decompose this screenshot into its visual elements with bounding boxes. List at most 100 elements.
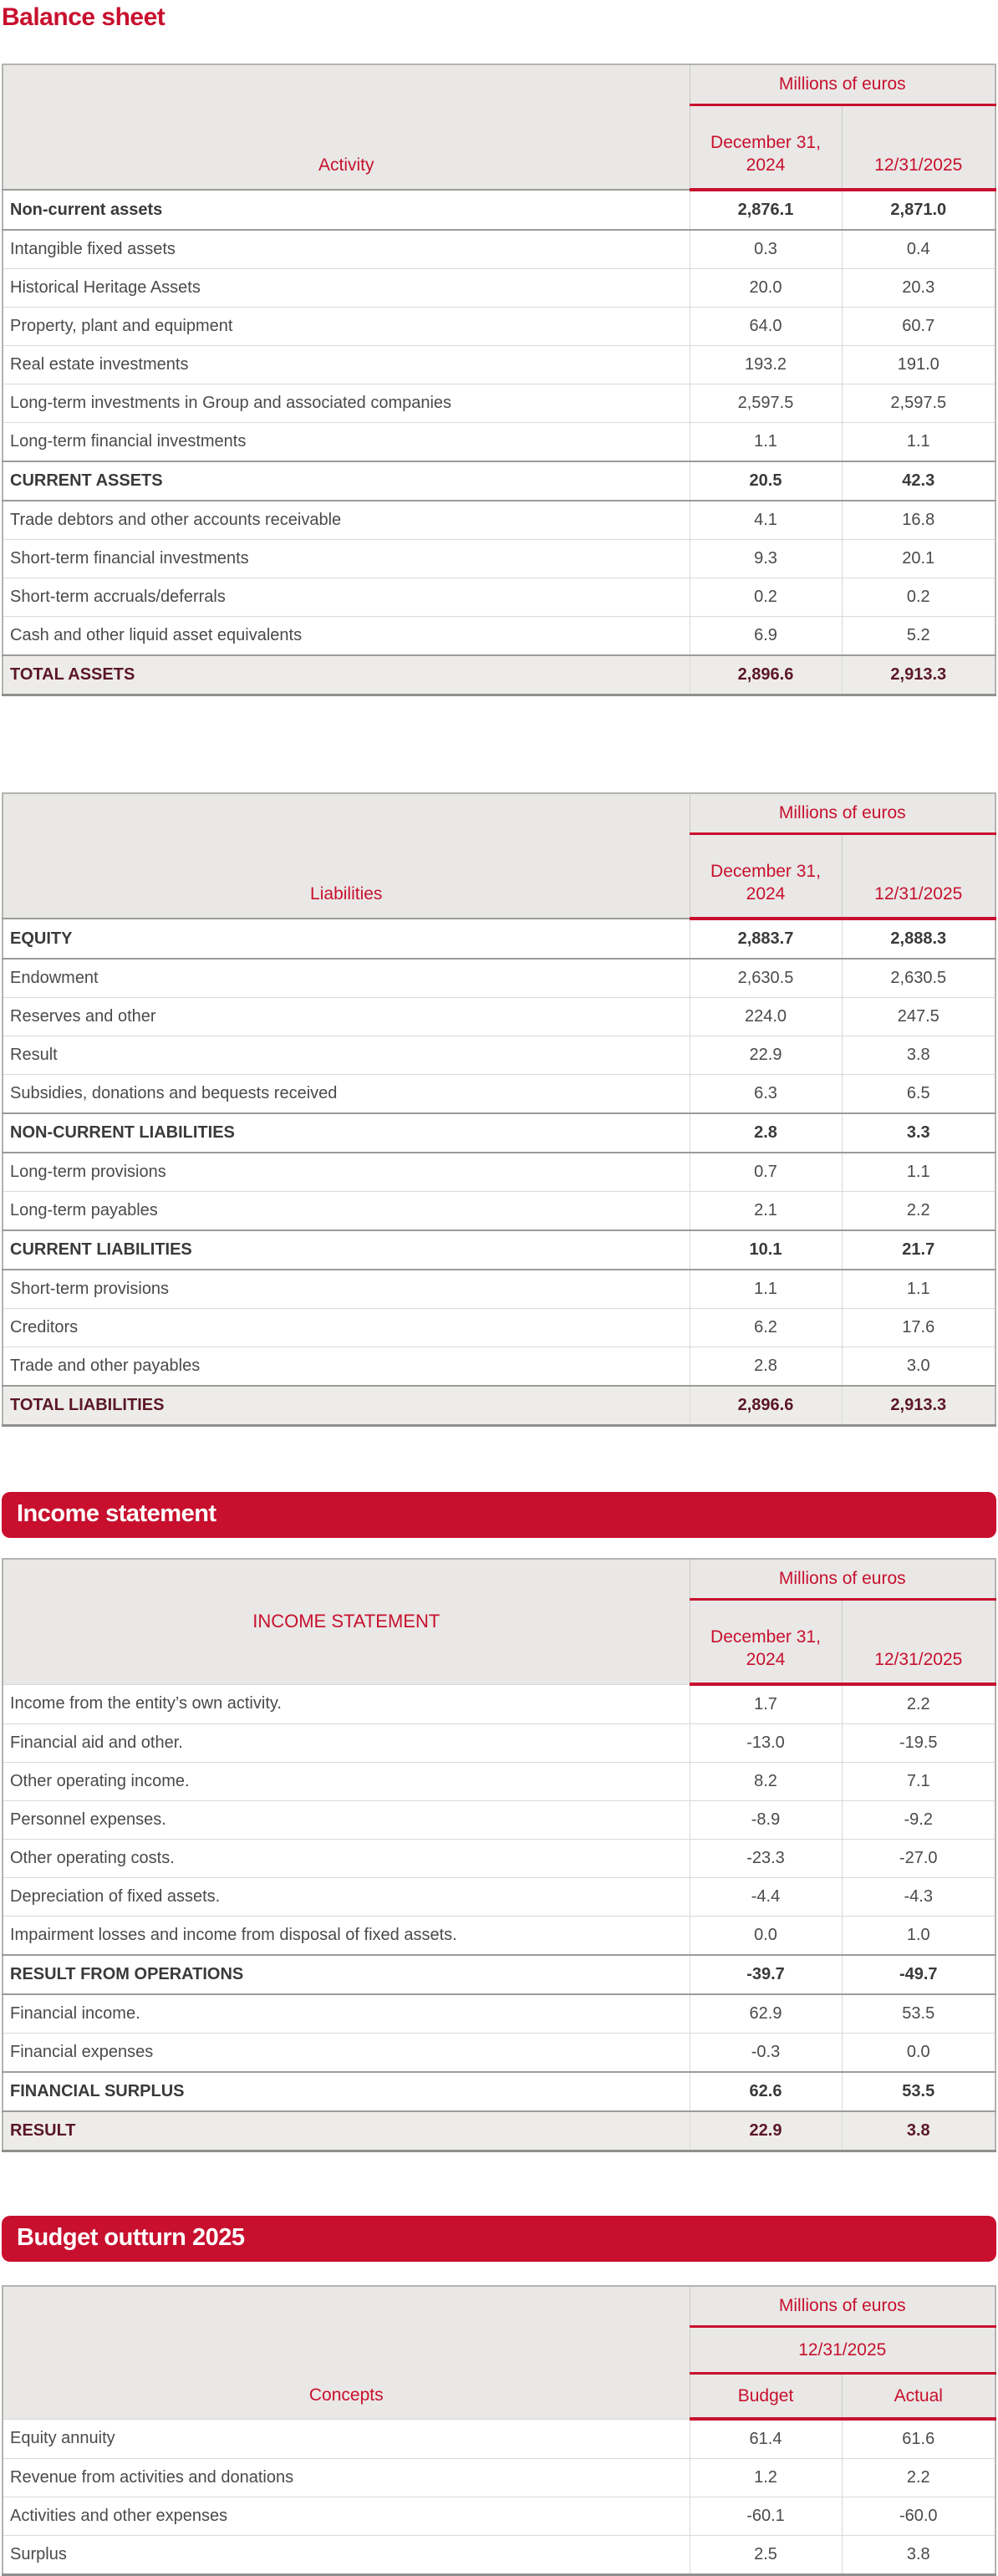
table-row: Depreciation of fixed assets. -4.4 -4.3 <box>2 1877 996 1917</box>
table-row: Historical Heritage Assets 20.0 20.3 <box>2 268 996 308</box>
period-header: 12/31/2025 <box>689 2326 996 2375</box>
row-label: Intangible fixed assets <box>2 229 690 269</box>
table-row: Impairment losses and income from dispos… <box>2 1916 996 1956</box>
table-header: Activity Millions of euros December 31, … <box>2 64 996 191</box>
row-value-col2: 0.4 <box>841 229 996 269</box>
row-value-col1: 6.2 <box>689 1308 843 1347</box>
page-title: Balance sheet <box>2 3 165 31</box>
row-label: RESULT FROM OPERATIONS <box>2 1954 690 1995</box>
table-row: Creditors 6.2 17.6 <box>2 1308 996 1347</box>
table-row: Other operating costs. -23.3 -27.0 <box>2 1839 996 1878</box>
financial-report-page: Balance sheet Activity Millions of euros… <box>0 3 998 2576</box>
row-value-col1: 6.9 <box>689 616 843 656</box>
table-row: Subsidies, donations and bequests receiv… <box>2 1074 996 1114</box>
table-row: Personnel expenses. -8.9 -9.2 <box>2 1800 996 1840</box>
row-value-col2: 53.5 <box>841 2071 996 2112</box>
row-value-col2: 2,871.0 <box>841 189 996 231</box>
row-value-col1: 20.5 <box>689 461 843 501</box>
row-value-col1: -13.0 <box>689 1723 843 1763</box>
row-value-col1: 193.2 <box>689 345 843 384</box>
row-value-col2: 21.7 <box>841 1229 996 1270</box>
table-row: Short-term accruals/deferrals 0.2 0.2 <box>2 578 996 617</box>
row-value-col2: 5.2 <box>841 616 996 656</box>
row-value-col1: -0.3 <box>689 2033 843 2073</box>
row-value-col1: 2.8 <box>689 1112 843 1153</box>
column-header-dec-2024: December 31, 2024 <box>689 1599 843 1686</box>
table-label-header: INCOME STATEMENT <box>2 1559 690 1684</box>
row-label: Equity annuity <box>2 2418 690 2459</box>
column-header-budget: Budget <box>689 2373 843 2421</box>
column-header-dec-2024: December 31, 2024 <box>689 104 843 191</box>
row-value-col2: 247.5 <box>841 997 996 1036</box>
row-label: FINANCIAL SURPLUS <box>2 2071 690 2112</box>
row-value-col2: 191.0 <box>841 345 996 384</box>
row-value-col2: -49.7 <box>841 1954 996 1995</box>
row-value-col2: 61.6 <box>841 2418 996 2459</box>
row-value-col1: 2,896.6 <box>689 654 843 695</box>
table-label-header: Activity <box>2 64 690 190</box>
row-value-col1: -8.9 <box>689 1800 843 1840</box>
row-value-col1: 2,630.5 <box>689 958 843 998</box>
row-value-col2: -4.3 <box>841 1877 996 1917</box>
row-label: Short-term accruals/deferrals <box>2 578 690 617</box>
row-label: CURRENT ASSETS <box>2 461 690 501</box>
table-label-header: Liabilities <box>2 793 690 919</box>
row-value-col1: -23.3 <box>689 1839 843 1878</box>
table-row: Long-term investments in Group and assoc… <box>2 384 996 423</box>
table-row: Long-term payables 2.1 2.2 <box>2 1191 996 1231</box>
row-value-col2: 3.8 <box>841 1036 996 1075</box>
row-value-col1: 22.9 <box>689 1036 843 1075</box>
table-row: RESULT FROM OPERATIONS -39.7 -49.7 <box>2 1954 996 1995</box>
unit-header: Millions of euros <box>689 793 996 835</box>
section-banner-income-statement: Income statement <box>2 1492 996 1538</box>
row-value-col2: 3.0 <box>841 1347 996 1387</box>
table-row: Reserves and other 224.0 247.5 <box>2 997 996 1036</box>
row-value-col1: 0.7 <box>689 1152 843 1192</box>
table-row: RESULT 22.9 3.8 <box>2 2110 996 2151</box>
table-row: Other operating income. 8.2 7.1 <box>2 1762 996 1801</box>
row-value-col1: -39.7 <box>689 1954 843 1995</box>
table-row: TOTAL ASSETS 2,896.6 2,913.3 <box>2 654 996 695</box>
row-label: CURRENT LIABILITIES <box>2 1229 690 1270</box>
row-value-col1: 1.7 <box>689 1683 843 1724</box>
table-row: FINANCIAL SURPLUS 62.6 53.5 <box>2 2071 996 2112</box>
row-label: Other operating costs. <box>2 1839 690 1878</box>
row-value-col2: 0.2 <box>841 578 996 617</box>
row-label: Long-term provisions <box>2 1152 690 1192</box>
row-value-col2: 2,913.3 <box>841 654 996 695</box>
row-label: Trade debtors and other accounts receiva… <box>2 500 690 540</box>
row-value-col2: 1.1 <box>841 1269 996 1309</box>
row-value-col1: 9.3 <box>689 539 843 578</box>
table-row: Result 22.9 3.8 <box>2 1036 996 1075</box>
row-value-col1: 2,883.7 <box>689 918 843 960</box>
table-body: Equity annuity 61.4 61.6 Revenue from activ… <box>2 2418 996 2575</box>
section-banner-budget-outturn: Budget outturn 2025 <box>2 2216 996 2262</box>
table-row: Long-term financial investments 1.1 1.1 <box>2 422 996 462</box>
row-value-col2: 20.3 <box>841 268 996 308</box>
row-label: Impairment losses and income from dispos… <box>2 1916 690 1956</box>
row-value-col1: 1.1 <box>689 422 843 462</box>
row-value-col1: 22.9 <box>689 2110 843 2151</box>
row-label: Historical Heritage Assets <box>2 268 690 308</box>
row-value-col1: 6.3 <box>689 1074 843 1114</box>
table-row: Financial income. 62.9 53.5 <box>2 1993 996 2034</box>
table-body: Income from the entity’s own activity. 1.… <box>2 1683 996 2151</box>
row-value-col2: 3.8 <box>841 2110 996 2151</box>
row-value-col2: 42.3 <box>841 461 996 501</box>
row-value-col2: 17.6 <box>841 1308 996 1347</box>
row-value-col1: 1.2 <box>689 2458 843 2497</box>
table-row: Revenue from activities and donations 1.2… <box>2 2458 996 2497</box>
row-value-col1: 0.0 <box>689 1916 843 1956</box>
row-value-col2: 20.1 <box>841 539 996 578</box>
row-value-col2: 16.8 <box>841 500 996 540</box>
table-row: Cash and other liquid asset equivalents 6… <box>2 616 996 656</box>
column-header-2025: 12/31/2025 <box>841 104 996 191</box>
table-row: Short-term financial investments 9.3 20.1 <box>2 539 996 578</box>
row-value-col2: 6.5 <box>841 1074 996 1114</box>
income-statement-table: INCOME STATEMENT Millions of euros Decem… <box>2 1558 997 2152</box>
row-label: Long-term financial investments <box>2 422 690 462</box>
table-row: CURRENT LIABILITIES 10.1 21.7 <box>2 1229 996 1270</box>
row-value-col1: 0.2 <box>689 578 843 617</box>
row-label: Long-term investments in Group and assoc… <box>2 384 690 423</box>
row-value-col1: 62.6 <box>689 2071 843 2112</box>
